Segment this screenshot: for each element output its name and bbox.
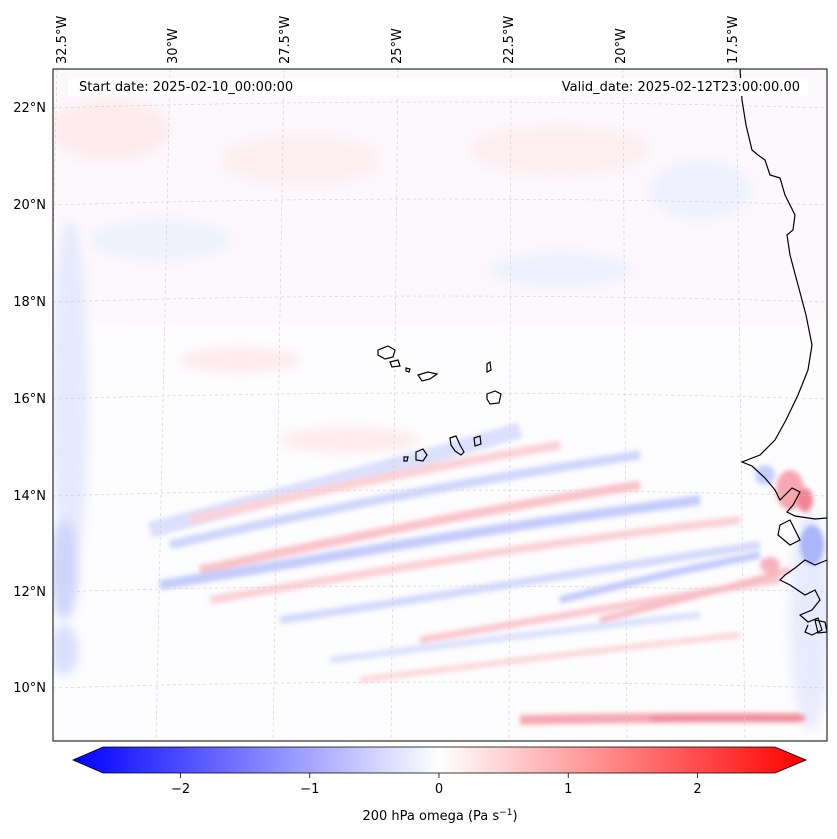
african-coastline-inlet [777, 519, 801, 546]
lon-label-20w: 20°W [614, 28, 629, 64]
colorbar: −2 −1 0 1 2 200 hPa omega (Pa s−1) [71, 746, 808, 824]
latitude-labels: 22°N 20°N 18°N 16°N 14°N 12°N 10°N [13, 101, 46, 696]
african-coastline-north [739, 69, 827, 520]
start-date-text: Start date: 2025-02-10_00:00:00 [79, 80, 293, 95]
lon-label-27-5w: 27.5°W [278, 16, 293, 64]
colorbar-tick-label: −2 [171, 782, 190, 797]
african-coastline-south [778, 559, 827, 636]
lat-label-22n: 22°N [13, 101, 46, 116]
coastline [739, 69, 827, 636]
longitude-labels: 32.5°W 30°W 27.5°W 25°W 22.5°W 20°W 17.5… [55, 16, 741, 64]
colorbar-tick-label: 2 [693, 782, 701, 797]
cape-verde-islands [377, 345, 502, 462]
colorbar-fill [73, 747, 806, 773]
lat-label-14n: 14°N [13, 489, 46, 504]
colorbar-label: 200 hPa omega (Pa s−1) [362, 808, 517, 824]
island-maio [473, 435, 482, 447]
island-sao-nicolau [417, 371, 439, 382]
map-frame [52, 68, 828, 742]
lat-label-18n: 18°N [13, 295, 46, 310]
lon-label-30w: 30°W [166, 28, 181, 64]
lat-label-20n: 20°N [13, 198, 46, 213]
bijagos-islands [814, 619, 827, 634]
omega-field [53, 69, 827, 730]
valid-date-text: Valid_date: 2025-02-12T23:00:00.00 [562, 80, 800, 95]
lat-label-10n: 10°N [13, 681, 46, 696]
island-brava [403, 456, 409, 462]
lat-label-16n: 16°N [13, 392, 46, 407]
island-santiago [449, 435, 465, 456]
lon-label-25w: 25°W [390, 28, 405, 64]
island-boa-vista [486, 390, 502, 405]
colorbar-tick-label: 0 [435, 782, 443, 797]
map-panel: Start date: 2025-02-10_00:00:00 Valid_da… [52, 68, 828, 742]
lon-label-22-5w: 22.5°W [502, 16, 517, 64]
graticule [53, 69, 827, 741]
island-sal [486, 360, 492, 373]
date-header-box [68, 78, 808, 96]
island-santa-luzia [405, 367, 411, 373]
colorbar-tick-label: 1 [564, 782, 572, 797]
island-fogo [415, 448, 428, 462]
lon-label-32-5w: 32.5°W [55, 16, 70, 64]
island-sao-vicente [389, 359, 401, 368]
lon-label-17-5w: 17.5°W [726, 16, 741, 64]
island-santo-antao [377, 345, 396, 360]
colorbar-tick-label: −1 [300, 782, 319, 797]
colorbar-outline [71, 746, 808, 774]
lat-label-12n: 12°N [13, 585, 46, 600]
